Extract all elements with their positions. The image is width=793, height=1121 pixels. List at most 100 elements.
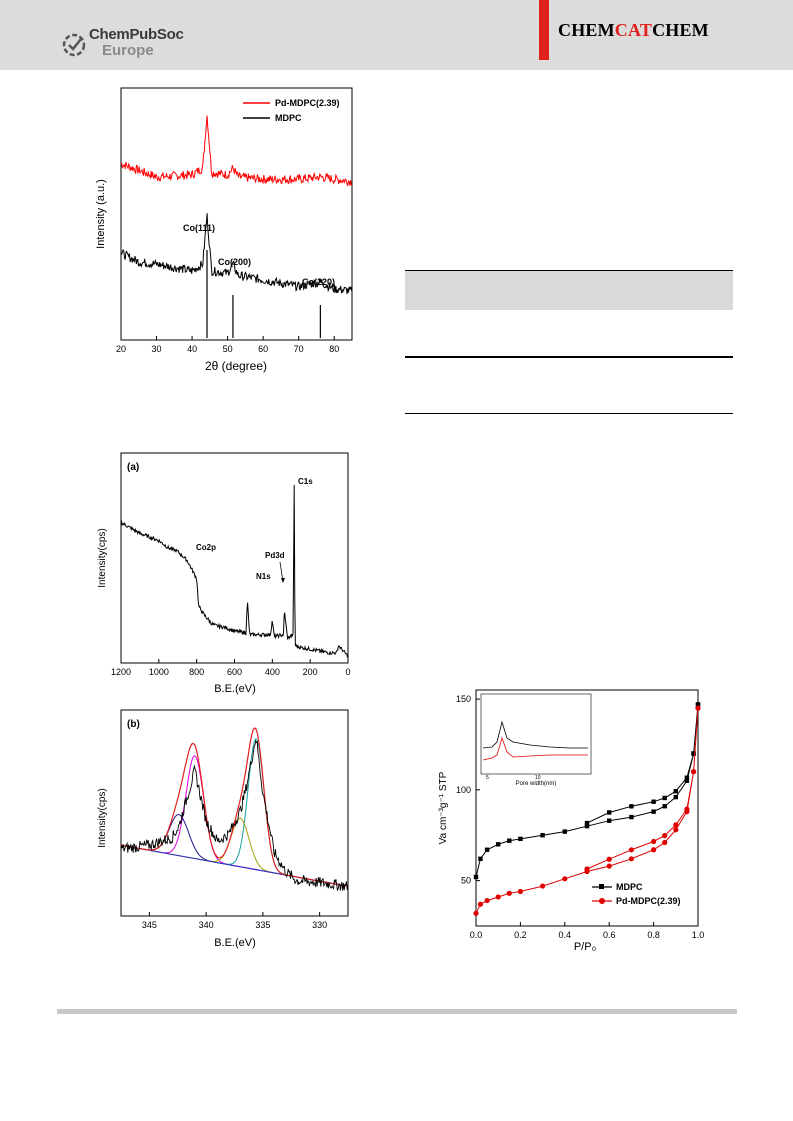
xps-survey-ylabel: Intensity(cps): [97, 528, 108, 587]
isotherm-point-pd-23: [628, 847, 635, 853]
isotherm-point-pd-10: [628, 856, 635, 862]
isotherm-ylabel: Va cm⁻³g⁻¹ STP: [438, 771, 449, 844]
isotherm-point-mdpc-23: [629, 804, 634, 809]
xps-survey-peak-pd3d: Pd3d: [265, 551, 285, 560]
isotherm-point-mdpc-19: [684, 775, 690, 780]
isotherm-point-mdpc-21: [662, 795, 667, 801]
isotherm-point-pd-6: [540, 883, 546, 889]
isotherm-xtick-label-3: 0.6: [603, 930, 616, 940]
isotherm-point-mdpc-17: [695, 702, 701, 707]
xps-pd-figure: 345 340 335 330 (b) Intensity(cps) B.E.(eV): [97, 709, 349, 949]
isotherm-point-mdpc-11: [651, 809, 656, 814]
isotherm-xtick-label-5: 1.0: [692, 930, 705, 940]
xps-pd-envelope: [120, 727, 349, 887]
xrd-ticks: 20 30 40 50 60 70 80: [116, 336, 339, 354]
xps-survey-xlabel: B.E.(eV): [214, 683, 256, 695]
xps-pd-panel-label: (b): [127, 719, 140, 730]
xps-survey-xtick-label-4: 400: [265, 667, 280, 677]
xrd-xtick-label-0: 20: [116, 344, 126, 354]
xrd-figure: 20 30 40 50 60 70 80 Intensity (a.u.) 2θ (degr…: [95, 87, 353, 373]
xrd-xtick-label-1: 30: [152, 344, 162, 354]
footer-rule: [57, 1009, 737, 1014]
xps-survey-xtick-label-3: 600: [227, 667, 242, 677]
isotherm-point-pd-4: [506, 890, 512, 896]
xps-survey-ticks: 1200 1000 800 600 400 200 0: [111, 659, 351, 677]
xps-survey-peak-co2p: Co2p: [196, 543, 216, 552]
isotherm-inset-xlabel: Pore width(nm): [516, 781, 557, 787]
table-outline: [405, 270, 733, 415]
xrd-xtick-label-5: 70: [294, 344, 304, 354]
isotherm-ytick-label-2: 150: [456, 694, 471, 704]
xrd-xtick-label-4: 60: [258, 344, 268, 354]
isotherm-point-pd-17: [695, 705, 701, 711]
xps-survey-arrow-head: [281, 578, 285, 583]
isotherm-point-mdpc-3: [496, 842, 501, 847]
xps-survey-peak-n1s: N1s: [256, 572, 271, 581]
isotherm-legend-marker-mdpc: [599, 884, 604, 889]
isotherm-point-pd-0: [473, 910, 479, 916]
isotherm-point-pd-1: [477, 901, 484, 907]
xrd-peak-label-co111: Co(111): [183, 223, 215, 233]
isotherm-xlabel: P/P₀: [574, 941, 596, 953]
table-top-rule: [405, 270, 733, 271]
xrd-xtick-label-6: 80: [329, 344, 339, 354]
xrd-xtick-label-3: 50: [223, 344, 233, 354]
isotherm-point-pd-19: [684, 806, 690, 812]
isotherm-point-mdpc-20: [673, 789, 678, 794]
xrd-plot-frame: [120, 87, 353, 341]
xrd-peak-label-co200: Co(200): [218, 257, 251, 267]
xps-survey-xtick-label-2: 800: [189, 667, 204, 677]
xps-pd-xtick-label-3: 330: [312, 920, 327, 930]
isotherm-point-mdpc-5: [518, 836, 523, 842]
isotherm-point-pd-22: [651, 838, 657, 845]
isotherm-point-mdpc-24: [607, 810, 612, 815]
brand-part-1: CHEM: [558, 20, 615, 40]
xps-survey-figure: 1200 1000 800 600 400 200 0 (a) Intensity(cps)…: [97, 452, 351, 695]
isotherm-inset-line-pd: [482, 736, 588, 761]
xps-pd-fit-pd-3d52-a: [120, 737, 349, 887]
isotherm-point-mdpc-10: [629, 814, 634, 820]
xps-survey-xtick-label-6: 0: [345, 667, 350, 677]
table-bottom-rule: [405, 413, 733, 414]
xps-survey-xtick-label-0: 1200: [111, 667, 131, 677]
isotherm-inset: 5 10 Pore width(nm): [480, 693, 592, 787]
xrd-peak-label-co220: Co(220): [302, 277, 335, 287]
xps-survey-marks: [120, 484, 349, 658]
isotherm-point-mdpc-25: [584, 820, 590, 826]
isotherm-point-pd-7: [562, 876, 568, 882]
isotherm-inset-tick-10: 10: [535, 775, 541, 781]
xps-survey-xtick-label-5: 200: [303, 667, 318, 677]
isotherm-point-pd-3: [495, 894, 501, 900]
publisher-name: ChemPubSoc: [89, 26, 184, 43]
xps-pd-ticks: 345 340 335 330: [142, 912, 327, 930]
table-header-band: [405, 270, 733, 310]
chempubsoc-logo: ChemPubSoc Europe: [62, 26, 212, 60]
xps-survey-xtick-label-1: 1000: [149, 667, 169, 677]
isotherm-xtick-label-2: 0.4: [559, 930, 572, 940]
isotherm-ytick-label-0: 50: [461, 876, 471, 886]
isotherm-point-mdpc-0: [473, 874, 479, 880]
xps-pd-raw-series: [120, 739, 349, 892]
isotherm-point-mdpc-8: [584, 823, 590, 829]
isotherm-point-pd-13: [673, 827, 679, 833]
isotherm-inset-tick-5: 5: [486, 775, 489, 781]
xrd-series-mdpc: [120, 213, 353, 295]
xps-pd-xtick-label-0: 345: [142, 920, 157, 930]
xrd-legend-label-2: MDPC: [275, 113, 302, 123]
xrd-ylabel: Intensity (a.u.): [95, 179, 107, 249]
xps-pd-fits: [120, 727, 349, 887]
xrd-xtick-label-2: 40: [187, 344, 197, 354]
brand-accent-bar: [539, 0, 549, 60]
xps-pd-fit-pd-3d52-b: [120, 817, 349, 887]
isotherm-point-mdpc-9: [607, 818, 612, 823]
isotherm-point-mdpc-1: [478, 856, 483, 862]
isotherm-point-mdpc-4: [507, 838, 512, 843]
isotherm-inset-frame: [480, 693, 592, 775]
isotherm-point-mdpc-2: [484, 847, 490, 852]
isotherm-legend: MDPC Pd-MDPC(2.39): [592, 882, 681, 906]
isotherm-point-pd-9: [606, 863, 612, 869]
isotherm-figure: 0.0 0.2 0.4 0.6 0.8 1.0 50 100 150 Va cm⁻³g⁻¹ ST…: [438, 689, 705, 953]
isotherm-point-mdpc-18: [691, 751, 696, 756]
isotherm-point-mdpc-13: [673, 794, 678, 800]
